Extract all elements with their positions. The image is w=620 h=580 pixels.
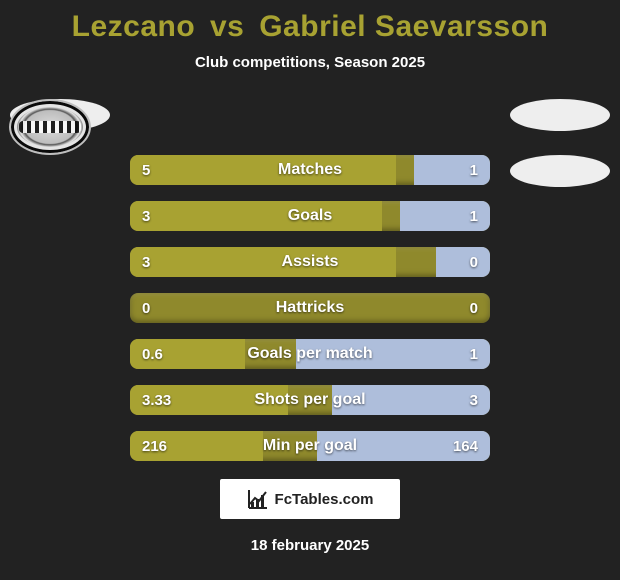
vs-label: vs <box>210 10 244 43</box>
player1-name: Lezcano <box>72 10 196 43</box>
stat-row: 51Matches <box>130 155 490 185</box>
player2-name: Gabriel Saevarsson <box>259 10 548 43</box>
stat-label: Shots per goal <box>130 385 490 415</box>
stat-label: Goals <box>130 201 490 231</box>
subtitle: Club competitions, Season 2025 <box>0 54 620 71</box>
date-label: 18 february 2025 <box>0 537 620 554</box>
stat-label: Matches <box>130 155 490 185</box>
stats-area: 51Matches 31Goals 30Assists 00Hattricks 0.61… <box>0 99 620 461</box>
stat-row: 00Hattricks <box>130 293 490 323</box>
stat-row: 30Assists <box>130 247 490 277</box>
team-badge-right-1 <box>510 99 610 131</box>
comparison-card: Lezcano vs Gabriel Saevarsson Club compe… <box>0 0 620 580</box>
stat-row: 3.333Shots per goal <box>130 385 490 415</box>
club-crest-icon <box>9 99 91 155</box>
footer-brand: FcTables.com <box>220 479 400 519</box>
stat-label: Min per goal <box>130 431 490 461</box>
stat-row: 216164Min per goal <box>130 431 490 461</box>
team-badge-right-2 <box>510 155 610 187</box>
stat-row: 0.61Goals per match <box>130 339 490 369</box>
chart-icon <box>247 488 269 510</box>
stat-label: Hattricks <box>130 293 490 323</box>
footer-brand-text: FcTables.com <box>275 491 374 508</box>
stat-label: Assists <box>130 247 490 277</box>
stat-label: Goals per match <box>130 339 490 369</box>
page-title: Lezcano vs Gabriel Saevarsson <box>0 10 620 44</box>
stat-bars: 51Matches 31Goals 30Assists 00Hattricks 0.61… <box>130 155 490 461</box>
stat-row: 31Goals <box>130 201 490 231</box>
